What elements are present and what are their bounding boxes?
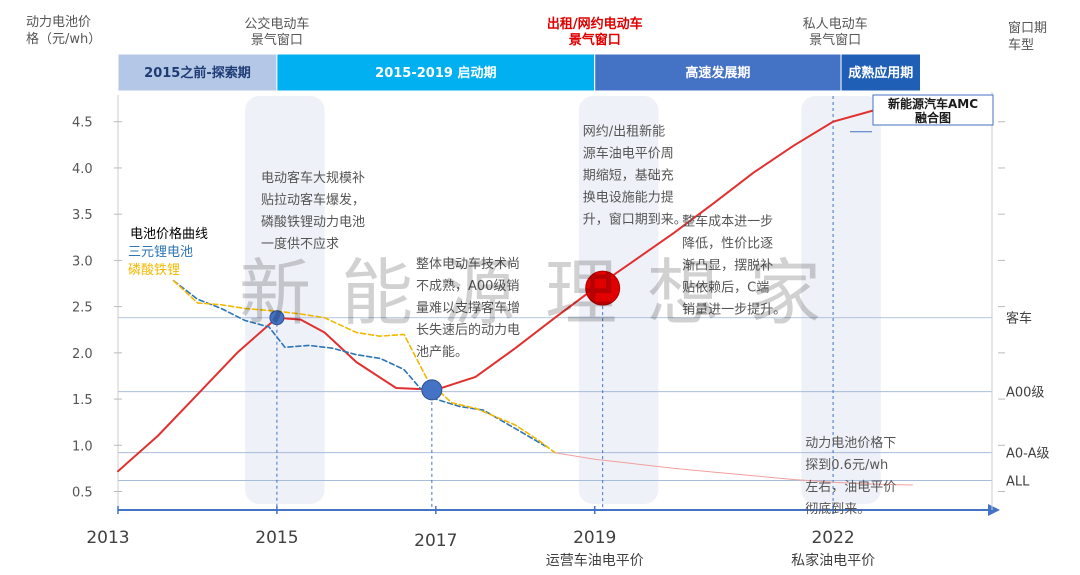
year-label-2015: 2015 — [255, 528, 298, 548]
top-header-2-line-1: 景气窗口 — [809, 32, 861, 48]
y-tick-3: 3.0 — [72, 254, 93, 269]
phase-box-3 — [840, 53, 921, 92]
annotation-1-line-2: 量难以支撑客车增 — [416, 300, 520, 316]
watermark: 新能源理想家 — [239, 251, 851, 335]
x-axis-arrow — [988, 504, 1000, 516]
right-axis-title-1: 车型 — [1008, 37, 1034, 53]
y-tick-8: 0.5 — [72, 486, 93, 501]
window-band-1 — [578, 96, 659, 504]
legend-entry-1: 三元锂电池 — [128, 245, 193, 260]
year-label-2022: 2022 — [811, 528, 854, 548]
watermark-text: 新能源理想家 — [239, 251, 851, 335]
y-tick-4: 2.5 — [72, 301, 93, 316]
year-label-2019: 2019 — [573, 528, 616, 548]
annotation-0-line-0: 电动客车大规模补 — [261, 170, 365, 186]
annotation-4-line-2: 左右，油电平价 — [805, 480, 896, 495]
annotation-0-line-1: 贴拉动客车爆发， — [261, 192, 365, 208]
phase-box-0 — [117, 53, 278, 92]
y-tick-6: 1.5 — [72, 393, 93, 408]
series-line-3 — [554, 452, 913, 486]
annotation-3-line-2: 渐凸显，摆脱补 — [682, 258, 773, 273]
right-axis-title-0: 窗口期 — [1008, 20, 1047, 36]
markers — [269, 270, 621, 401]
top-header-1-line-1: 景气窗口 — [569, 32, 621, 48]
y-axis-title-0: 动力电池价 — [26, 15, 91, 30]
annotation-2-line-4: 升，窗口期到来。 — [583, 212, 687, 228]
y-axis-title-1: 格（元/wh） — [26, 31, 101, 47]
top-header-0-line-1: 景气窗口 — [251, 32, 303, 48]
threshold-label-0: 客车 — [1006, 311, 1032, 327]
annotation-3-line-3: 贴依赖后，C端 — [682, 280, 769, 295]
annotation-1-line-0: 整体电动车技术尚 — [416, 256, 520, 272]
marker-1 — [421, 379, 443, 401]
amc-box-line-0: 新能源汽车AMC — [888, 96, 978, 111]
annotation-2-line-2: 期缩短，基础充 — [583, 168, 674, 184]
phase-box-1 — [276, 53, 596, 92]
threshold-label-2: A0-A级 — [1006, 447, 1049, 462]
series-line-1 — [172, 279, 548, 448]
year-label-2017: 2017 — [414, 531, 457, 551]
annotation-1-line-3: 长失速后的动力电 — [416, 322, 520, 338]
annotation-0-line-2: 磷酸铁锂动力电池 — [261, 215, 365, 230]
threshold-label-1: A00级 — [1006, 386, 1044, 401]
annotation-0-line-3: 一度供不应求 — [261, 236, 339, 252]
series-line-0 — [117, 107, 914, 473]
legend-entry-2: 磷酸铁锂 — [128, 263, 180, 278]
annotation-3-line-1: 降低，性价比逐 — [682, 236, 773, 251]
year-caption-0: 运营车油电平价 — [546, 552, 644, 569]
phase-label-2: 高速发展期 — [685, 65, 750, 81]
y-tick-7: 1.0 — [72, 439, 93, 454]
annotation-4-line-3: 彻底到来。 — [805, 501, 870, 517]
annotation-1-line-1: 不成熟，A00级销 — [416, 278, 519, 294]
threshold-label-3: ALL — [1006, 474, 1030, 489]
annotation-4-line-1: 探到0.6元/wh — [805, 458, 888, 473]
annotation-2-line-0: 网约/出租新能 — [583, 124, 665, 140]
series-lines — [117, 107, 914, 486]
marker-2 — [585, 270, 621, 306]
top-header-1-line-0: 出租/网约电动车 — [547, 16, 643, 32]
amc-box — [872, 94, 994, 126]
phase-label-1: 2015-2019 启动期 — [375, 65, 496, 81]
y-tick-5: 2.0 — [72, 347, 93, 362]
marker-0 — [269, 310, 285, 326]
window-band-2 — [801, 96, 881, 504]
amc-box-line-1: 融合图 — [915, 110, 951, 125]
legend-entry-0: 电池价格曲线 — [130, 226, 208, 242]
y-tick-0: 4.5 — [72, 116, 93, 131]
phase-label-3: 成熟应用期 — [848, 65, 913, 81]
top-header-2-line-0: 私人电动车 — [803, 16, 868, 32]
annotation-3-line-0: 整车成本进一步 — [682, 213, 773, 229]
y-tick-1: 4.0 — [72, 162, 93, 177]
series-line-2 — [172, 279, 556, 454]
annotation-3-line-4: 销量进一步提升。 — [682, 301, 786, 317]
annotation-4-line-0: 动力电池价格下 — [805, 435, 896, 451]
year-caption-1: 私家油电平价 — [791, 552, 875, 569]
labels: 客车 A00级 A0-A级 ALL 4.5 4.0 3.5 3.0 2.5 2.0 1.5 1.0 0.… — [26, 15, 1049, 569]
phase-box-2 — [594, 53, 842, 92]
annotation-1-line-4: 池产能。 — [416, 345, 468, 360]
top-header-0-line-0: 公交电动车 — [244, 16, 309, 32]
window-bands — [245, 96, 881, 504]
phase-label-0: 2015之前-探索期 — [144, 65, 251, 81]
year-guide-lines — [276, 96, 872, 510]
axes — [114, 92, 1005, 516]
y-tick-2: 3.5 — [72, 208, 93, 223]
annotation-2-line-1: 源车油电平价周 — [583, 146, 674, 162]
year-label-2013: 2013 — [86, 528, 129, 548]
window-band-0 — [245, 96, 325, 504]
phase-bar: 2015之前-探索期 2015-2019 启动期 高速发展期 成熟应用期 — [117, 53, 921, 92]
annotation-2-line-3: 换电设施能力提 — [583, 190, 674, 206]
